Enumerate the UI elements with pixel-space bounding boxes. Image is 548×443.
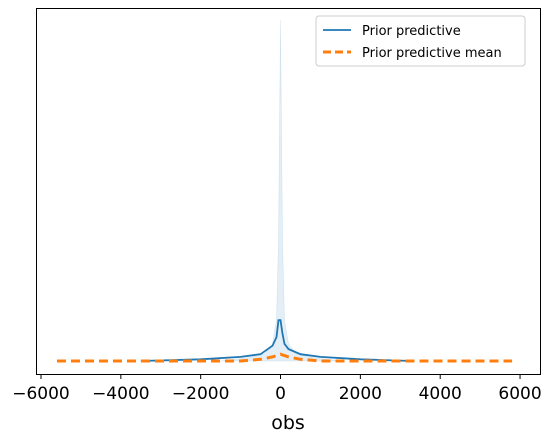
x-tick-label: 4000 bbox=[419, 384, 462, 404]
x-tick-label: −2000 bbox=[172, 384, 230, 404]
series-line-prior-predictive-mean bbox=[57, 352, 513, 363]
x-axis-label: obs bbox=[271, 412, 305, 434]
legend-label-prior-predictive-mean: Prior predictive mean bbox=[362, 46, 502, 61]
prior-samples-envelope bbox=[220, 19, 341, 362]
legend: Prior predictive Prior predictive mean bbox=[315, 15, 526, 67]
legend-label-prior-predictive: Prior predictive bbox=[362, 24, 461, 39]
x-tick-label: −6000 bbox=[12, 384, 70, 404]
x-tick-label: −4000 bbox=[92, 384, 150, 404]
axes-frame bbox=[36, 8, 541, 375]
x-axis: −6000 −4000 −2000 0 2000 4000 6000 bbox=[12, 374, 542, 404]
plot-area bbox=[57, 19, 513, 363]
x-tick-label: 2000 bbox=[339, 384, 382, 404]
x-tick-label: 0 bbox=[275, 384, 286, 404]
series-line-prior-predictive bbox=[140, 319, 413, 362]
legend-box bbox=[315, 15, 526, 67]
x-tick-label: 6000 bbox=[498, 384, 541, 404]
